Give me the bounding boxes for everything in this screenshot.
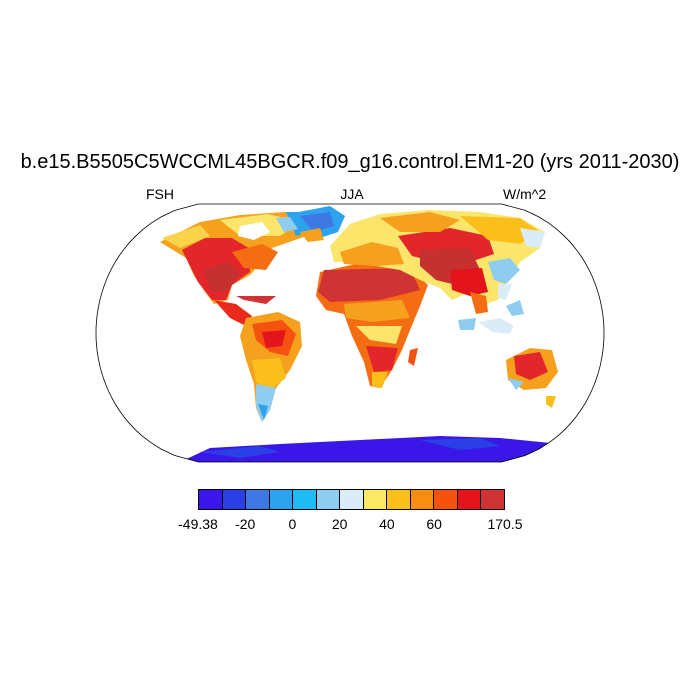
- colorbar-swatch: [387, 490, 411, 509]
- greenland-landmass: [288, 206, 345, 240]
- plot-title: b.e15.B5505C5WCCML45BGCR.f09_g16.control…: [20, 151, 680, 173]
- south-america-landmass: [240, 312, 302, 422]
- australia-landmass: [506, 348, 558, 408]
- map-projection-border: [95, 203, 605, 463]
- colorbar-tick-label: 0: [288, 516, 297, 532]
- colorbar-tick-label: -49.38: [178, 516, 218, 532]
- colorbar-swatch: [293, 490, 317, 509]
- units-label: W/m^2: [503, 186, 547, 202]
- eurasia-landmass: [300, 210, 545, 314]
- colorbar-swatch: [316, 490, 341, 509]
- colorbar: [198, 489, 505, 510]
- colorbar-swatch: [457, 490, 482, 509]
- colorbar-tick-labels: -49.38 -20 0 20 40 60 170.5: [0, 516, 700, 536]
- maritime-asia-landmass: [458, 300, 524, 334]
- colorbar-swatch: [222, 490, 247, 509]
- colorbar-swatch: [410, 490, 435, 509]
- colorbar-tick-label: 20: [331, 516, 348, 532]
- colorbar-swatch: [269, 490, 294, 509]
- antarctica-landmass: [180, 436, 600, 462]
- colorbar-tick-label: 40: [379, 516, 395, 532]
- colorbar-tick-label: 60: [426, 516, 442, 532]
- variable-label: FSH: [146, 186, 174, 202]
- colorbar-tick-label: 170.5: [487, 516, 523, 532]
- colorbar-swatch: [434, 490, 458, 509]
- colorbar-swatch: [246, 490, 270, 509]
- colorbar-swatch: [363, 490, 388, 509]
- colorbar-swatch: [340, 490, 364, 509]
- colorbar-swatch: [481, 490, 504, 509]
- colorbar-swatch: [199, 490, 223, 509]
- colorbar-tick-label: -20: [235, 516, 256, 532]
- north-america-landmass: [160, 212, 326, 326]
- season-label: JJA: [340, 186, 364, 202]
- africa-landmass: [316, 262, 428, 388]
